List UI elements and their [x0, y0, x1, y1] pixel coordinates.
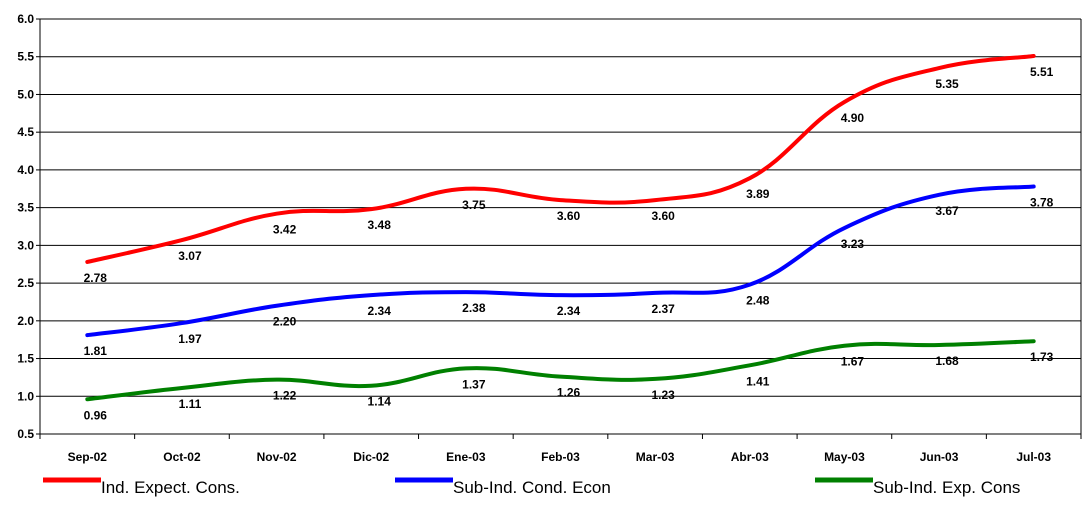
legend: Ind. Expect. Cons. Sub-Ind. Cond. Econ Sub…: [43, 477, 1020, 497]
series-line-1: [85, 53, 1036, 264]
data-label: 1.41: [746, 374, 770, 388]
y-tick-label: 4.0: [17, 163, 34, 177]
series-line-3: [85, 339, 1036, 402]
data-label: 3.07: [178, 249, 202, 263]
data-label: 3.78: [1030, 196, 1054, 210]
x-tick-label: Nov-02: [257, 450, 297, 464]
y-tick-label: 3.5: [17, 201, 34, 215]
data-label: 3.23: [841, 237, 865, 251]
data-label: 0.96: [84, 408, 108, 422]
x-tick-label: May-03: [824, 450, 865, 464]
x-tick-label: Jul-03: [1016, 450, 1051, 464]
data-label: 2.78: [84, 271, 108, 285]
data-label: 1.67: [841, 355, 865, 369]
legend-label: Ind. Expect. Cons.: [101, 478, 240, 497]
legend-label: Sub-Ind. Cond. Econ: [453, 478, 611, 497]
x-tick-label: Mar-03: [636, 450, 675, 464]
x-tick-label: Dic-02: [353, 450, 389, 464]
data-label: 3.60: [557, 209, 581, 223]
gridlines: [40, 18, 1081, 435]
x-tick-label: Abr-03: [731, 450, 769, 464]
data-label: 3.89: [746, 187, 770, 201]
data-label: 1.73: [1030, 350, 1054, 364]
x-tick-label: Ene-03: [446, 450, 486, 464]
data-label: 2.20: [273, 315, 297, 329]
data-label: 1.37: [462, 377, 486, 391]
y-tick-label: 3.0: [17, 238, 34, 252]
data-label: 1.23: [651, 388, 675, 402]
data-label: 4.90: [841, 111, 865, 125]
data-label: 1.26: [557, 386, 581, 400]
data-label: 1.81: [84, 344, 108, 358]
y-tick-label: 2.0: [17, 314, 34, 328]
x-axis: Sep-02 Oct-02 Nov-02 Dic-02 Ene-03 Feb-03 Mar-…: [39, 434, 1082, 464]
data-label: 1.14: [368, 395, 392, 409]
data-label: 5.35: [935, 77, 959, 91]
y-tick-label: 6.0: [17, 12, 34, 26]
data-label: 2.38: [462, 301, 486, 315]
data-label: 1.68: [935, 354, 959, 368]
series-line-2: [85, 184, 1036, 338]
data-label: 3.42: [273, 223, 297, 237]
x-tick-label: Oct-02: [163, 450, 201, 464]
y-tick-label: 0.5: [17, 427, 34, 441]
data-label: 2.37: [651, 302, 675, 316]
data-label: 3.67: [935, 204, 959, 218]
y-tick-label: 5.5: [17, 50, 34, 64]
x-tick-label: Jun-03: [920, 450, 959, 464]
data-label: 2.34: [557, 304, 581, 318]
x-tick-label: Feb-03: [541, 450, 580, 464]
data-label: 2.48: [746, 294, 770, 308]
y-tick-label: 2.5: [17, 276, 34, 290]
y-tick-label: 1.5: [17, 352, 34, 366]
x-tick-label: Sep-02: [68, 450, 108, 464]
data-label: 1.97: [178, 332, 202, 346]
data-label: 1.11: [179, 397, 202, 411]
y-tick-label: 4.5: [17, 125, 34, 139]
data-label: 5.51: [1030, 65, 1054, 79]
data-labels: 2.78 3.07 3.42 3.48 3.75 3.60 3.60 3.89 4.90 5.35…: [84, 65, 1054, 422]
y-axis: 0.5 1.0 1.5 2.0 2.5 3.0 3.5 4.0 4.5 5.0 5.5 6.0: [17, 12, 1082, 441]
series-lines: [85, 53, 1036, 402]
data-label: 2.34: [368, 304, 392, 318]
data-label: 3.75: [462, 198, 486, 212]
data-label: 1.22: [273, 389, 297, 403]
data-label: 3.48: [368, 218, 392, 232]
y-tick-label: 1.0: [17, 389, 34, 403]
y-tick-label: 5.0: [17, 87, 34, 101]
data-label: 3.60: [651, 209, 675, 223]
legend-label: Sub-Ind. Exp. Cons: [873, 478, 1020, 497]
